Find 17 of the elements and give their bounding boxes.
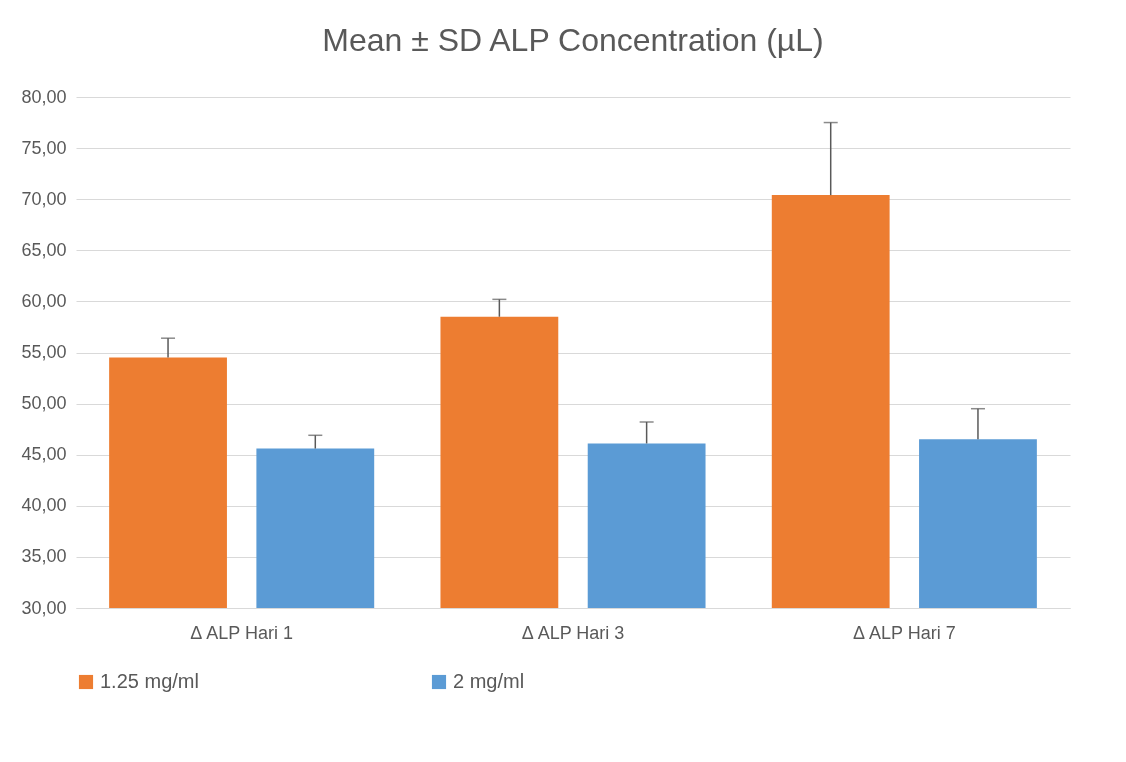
y-tick-label: 35,00 bbox=[21, 546, 67, 567]
chart-title: Mean ± SD ALP Concentration (µL) bbox=[322, 22, 824, 58]
y-tick-label: 45,00 bbox=[21, 444, 67, 465]
y-tick-label: 65,00 bbox=[21, 239, 67, 260]
x-tick-label: Δ ALP Hari 3 bbox=[521, 622, 625, 643]
x-tick-label: Δ ALP Hari 7 bbox=[852, 622, 956, 643]
legend-label: 1.25 mg/ml bbox=[100, 670, 199, 692]
y-tick-label: 60,00 bbox=[21, 290, 67, 311]
y-tick-label: 50,00 bbox=[21, 393, 67, 414]
legend-label: 2 mg/ml bbox=[453, 670, 525, 692]
y-tick-label: 80,00 bbox=[21, 86, 67, 107]
y-tick-label: 75,00 bbox=[21, 137, 67, 158]
y-tick-label: 70,00 bbox=[21, 188, 67, 209]
y-tick-label: 55,00 bbox=[21, 342, 67, 362]
x-tick-label: Δ ALP Hari 1 bbox=[190, 622, 294, 643]
y-tick-label: 40,00 bbox=[21, 495, 67, 516]
y-tick-label: 30,00 bbox=[21, 597, 67, 618]
